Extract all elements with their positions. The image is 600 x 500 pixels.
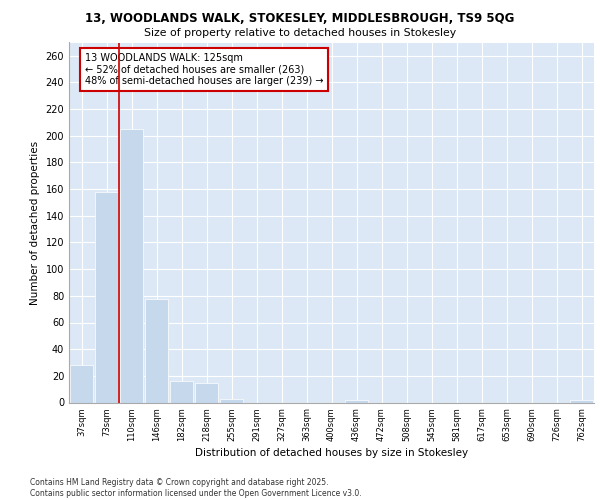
Bar [194, 382, 218, 402]
Bar [145, 298, 169, 403]
Text: 13 WOODLANDS WALK: 125sqm
← 52% of detached houses are smaller (263)
48% of semi: 13 WOODLANDS WALK: 125sqm ← 52% of detac… [85, 54, 323, 86]
Text: Size of property relative to detached houses in Stokesley: Size of property relative to detached ho… [144, 28, 456, 38]
Bar [344, 400, 368, 402]
Bar [119, 129, 143, 402]
Text: Contains HM Land Registry data © Crown copyright and database right 2025.
Contai: Contains HM Land Registry data © Crown c… [30, 478, 362, 498]
Bar [220, 398, 244, 402]
Bar [569, 400, 593, 402]
Y-axis label: Number of detached properties: Number of detached properties [30, 140, 40, 304]
Bar [170, 381, 193, 402]
Text: 13, WOODLANDS WALK, STOKESLEY, MIDDLESBROUGH, TS9 5QG: 13, WOODLANDS WALK, STOKESLEY, MIDDLESBR… [85, 12, 515, 26]
Bar [70, 365, 94, 403]
Bar [95, 192, 118, 402]
X-axis label: Distribution of detached houses by size in Stokesley: Distribution of detached houses by size … [195, 448, 468, 458]
